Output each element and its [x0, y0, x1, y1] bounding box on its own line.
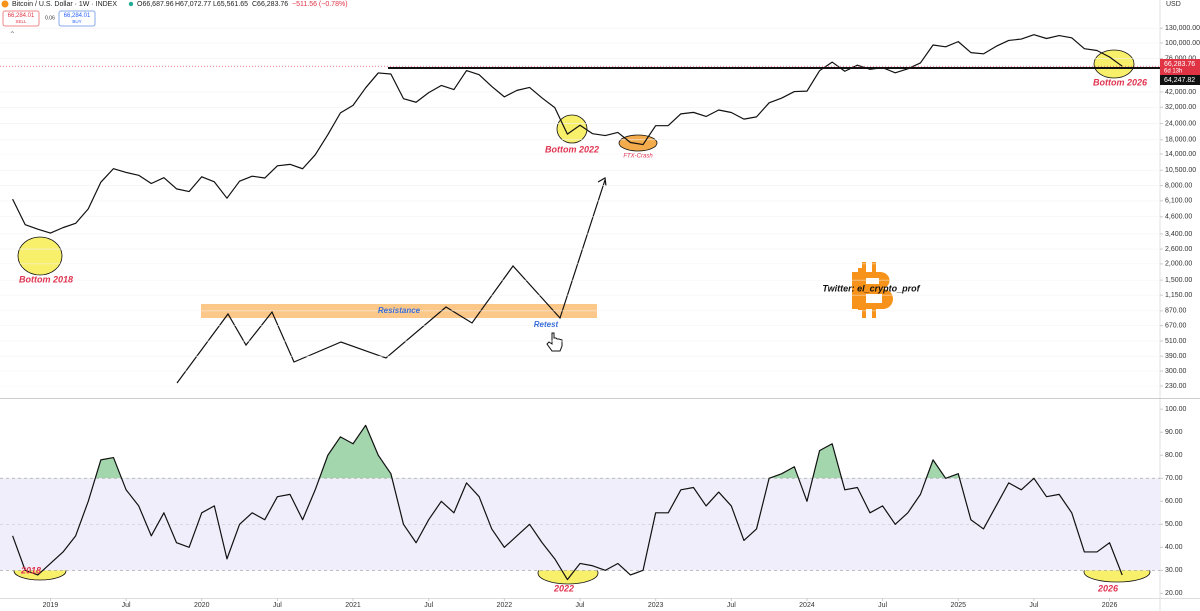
- y-tick-label: 390.00: [1165, 353, 1187, 360]
- last-price-label: 66,283.76: [1164, 61, 1195, 68]
- x-tick-label: Jul: [727, 602, 736, 609]
- currency: USD: [1166, 1, 1181, 8]
- ohlc-close: C66,283.76: [252, 1, 288, 8]
- y-tick-label: 2,000.00: [1165, 261, 1192, 268]
- y-tick-label: 76,000.00: [1165, 55, 1196, 62]
- y-tick-label: 3,400.00: [1165, 231, 1192, 238]
- annotation: Bottom 2022: [545, 144, 599, 154]
- y-tick-label: 32,000.00: [1165, 104, 1196, 111]
- y-tick-label: 70.00: [1165, 475, 1183, 482]
- last-price-bg: [1160, 59, 1200, 75]
- y-tick-label: 30.00: [1165, 567, 1183, 574]
- y-tick-label: 4,600.00: [1165, 214, 1192, 221]
- annotation: Retest: [534, 320, 559, 329]
- buy-button[interactable]: [58, 10, 96, 27]
- countdown: 6d 13h: [1164, 69, 1182, 75]
- y-tick-label: 40.00: [1165, 544, 1183, 551]
- y-tick-label: 20.00: [1165, 590, 1183, 597]
- y-tick-label: 60.00: [1165, 498, 1183, 505]
- level-label: 64,247.82: [1164, 77, 1195, 84]
- ohlc-change: −511.56 (−0.78%): [292, 1, 348, 8]
- y-tick-label: 100.00: [1165, 406, 1187, 413]
- y-tick-label: 24,000.00: [1165, 120, 1196, 127]
- y-tick-label: 510.00: [1165, 338, 1187, 345]
- x-tick-label: Jul: [424, 602, 433, 609]
- sell-label[interactable]: SELL: [15, 19, 27, 24]
- annotation: FTX-Crash: [623, 154, 653, 160]
- level-label-bg: [1160, 75, 1200, 85]
- schematic-path: [176, 179, 606, 384]
- annotation: 2022: [553, 583, 574, 593]
- arrow-head: [597, 177, 607, 187]
- ohlc-open: O66,687.96: [137, 1, 174, 8]
- ohlc-high: H67,072.77: [175, 1, 211, 8]
- annotation: 2018: [20, 565, 41, 575]
- y-tick-label: 80.00: [1165, 452, 1183, 459]
- bitcoin-logo: [852, 262, 893, 318]
- x-tick-label: 2020: [194, 602, 210, 609]
- sell-price[interactable]: 66,284.01: [8, 13, 35, 19]
- y-tick-label: 100,000.00: [1165, 40, 1200, 47]
- y-tick-label: 1,150.00: [1165, 292, 1192, 299]
- y-tick-label: 670.00: [1165, 322, 1187, 329]
- y-tick-label: 130,000.00: [1165, 25, 1200, 32]
- ohlc-low: L65,561.65: [213, 1, 248, 8]
- symbol-icon: [1, 0, 9, 8]
- annotation: Bottom 2018: [19, 274, 73, 284]
- annotation: 2026: [1097, 583, 1119, 593]
- x-tick-label: 2022: [497, 602, 513, 609]
- x-tick-label: 2025: [950, 602, 966, 609]
- y-tick-label: 870.00: [1165, 308, 1187, 315]
- y-tick-label: 300.00: [1165, 368, 1187, 375]
- symbol[interactable]: Bitcoin / U.S. Dollar · 1W · INDEX: [12, 1, 117, 8]
- sell-button[interactable]: [2, 10, 40, 27]
- y-tick-label: 230.00: [1165, 383, 1187, 390]
- y-tick-label: 1,500.00: [1165, 277, 1192, 284]
- bitcoin-logo-cutout: [866, 278, 882, 303]
- rsi-line: [12, 424, 1123, 581]
- y-tick-label: 90.00: [1165, 429, 1183, 436]
- y-tick-label: 8,000.00: [1165, 182, 1192, 189]
- x-tick-label: Jul: [878, 602, 887, 609]
- annotation: Bottom 2026: [1093, 77, 1148, 87]
- y-tick-label: 2,600.00: [1165, 246, 1192, 253]
- x-tick-label: Jul: [1029, 602, 1038, 609]
- y-tick-label: 6,100.00: [1165, 198, 1192, 205]
- buy-price[interactable]: 66,284.01: [64, 13, 91, 19]
- x-tick-label: Jul: [122, 602, 131, 609]
- annotation: Twitter: el_crypto_prof: [822, 283, 920, 293]
- x-tick-label: 2024: [799, 602, 815, 609]
- collapse-toggle[interactable]: ⌃: [9, 30, 16, 39]
- x-tick-label: 2026: [1102, 602, 1118, 609]
- spread: 0.06: [45, 15, 55, 21]
- x-tick-label: 2021: [345, 602, 361, 609]
- hand-cursor: [546, 332, 563, 352]
- y-tick-label: 18,000.00: [1165, 137, 1196, 144]
- x-tick-label: 2019: [43, 602, 59, 609]
- buy-label[interactable]: BUY: [72, 19, 81, 24]
- x-tick-label: Jul: [273, 602, 282, 609]
- x-tick-label: 2023: [648, 602, 664, 609]
- y-tick-label: 14,000.00: [1165, 151, 1196, 158]
- market-status: [128, 1, 134, 7]
- x-tick-label: Jul: [576, 602, 585, 609]
- price-line: [12, 34, 1123, 234]
- y-tick-label: 42,000.00: [1165, 89, 1196, 96]
- y-tick-label: 10,500.00: [1165, 167, 1196, 174]
- annotation: Resistance: [378, 306, 421, 315]
- y-tick-label: 50.00: [1165, 521, 1183, 528]
